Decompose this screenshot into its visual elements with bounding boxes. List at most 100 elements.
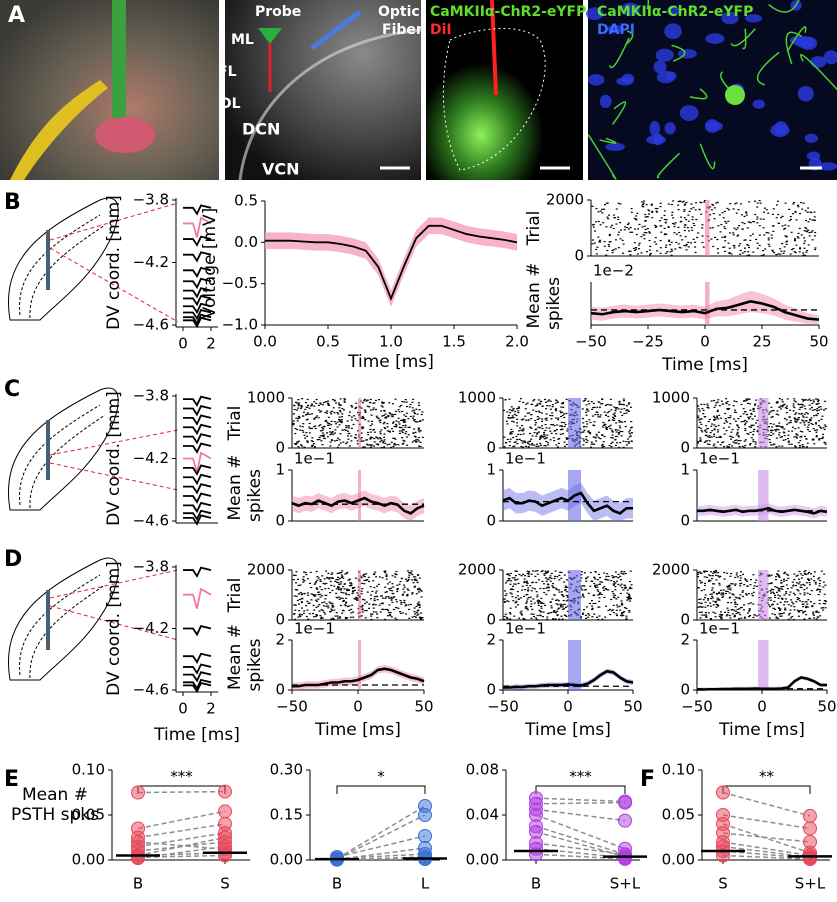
spike-dot: [747, 227, 749, 228]
spike-dot: [328, 417, 330, 418]
spike-dot: [354, 590, 356, 591]
spike-dot: [566, 439, 568, 440]
spike-dot: [410, 604, 412, 605]
spike-dot: [783, 253, 785, 254]
spike-dot: [391, 583, 393, 584]
spike-dot: [791, 587, 793, 588]
spike-dot: [364, 603, 366, 604]
spike-dot: [557, 599, 559, 600]
spike-dot: [744, 424, 746, 425]
spike-dot: [337, 597, 339, 598]
spike-dot: [825, 607, 827, 608]
spike-dot: [404, 433, 406, 434]
spike-dot: [388, 612, 390, 613]
spike-dot: [768, 244, 770, 245]
spike-dot: [621, 415, 623, 416]
spike-dot: [686, 202, 688, 203]
spike-dot: [752, 418, 754, 419]
spike-dot: [701, 603, 703, 604]
spike-dot: [395, 420, 397, 421]
spike-dot: [636, 213, 638, 214]
spike-dot: [704, 430, 706, 431]
spike-dot: [752, 252, 754, 253]
y-tick-label: 0.30: [270, 761, 303, 779]
spike-dot: [317, 606, 319, 607]
spike-dot: [566, 399, 568, 400]
spike-dot: [305, 572, 307, 573]
spike-dot: [301, 445, 303, 446]
spike-dot: [741, 404, 743, 405]
spike-dot: [602, 422, 604, 423]
spike-dot: [696, 237, 698, 238]
spike-dot: [772, 444, 774, 445]
spike-dot: [626, 618, 628, 619]
spike-dot: [714, 218, 716, 219]
spike-dot: [540, 437, 542, 438]
spike-dot: [796, 419, 798, 420]
spike-dot: [588, 614, 590, 615]
spike-dot: [319, 610, 321, 611]
spike-dot: [613, 418, 615, 419]
spike-dot: [724, 237, 726, 238]
spike-dot: [727, 612, 729, 613]
nucleus: [656, 49, 674, 62]
spike-dot: [365, 580, 367, 581]
spike-dot: [609, 234, 611, 235]
spike-dot: [389, 431, 391, 432]
spike-dot: [802, 400, 804, 401]
spike-dot: [390, 588, 392, 589]
spike-dot: [407, 570, 409, 571]
spike-dot: [417, 610, 419, 611]
spike-dot: [708, 581, 710, 582]
spike-dot: [307, 619, 309, 620]
spike-dot: [591, 605, 593, 606]
spike-dot: [704, 597, 706, 598]
spike-dot: [557, 614, 559, 615]
spike-dot: [596, 253, 598, 254]
spike-dot: [527, 402, 529, 403]
spike-dot: [620, 593, 622, 594]
spike-dot: [310, 587, 312, 588]
spike-dot: [806, 604, 808, 605]
spike-dot: [526, 581, 528, 582]
spike-dot: [816, 408, 818, 409]
spike-dot: [779, 610, 781, 611]
spike-dot: [729, 423, 731, 424]
spike-dot: [516, 419, 518, 420]
spike-dot: [716, 604, 718, 605]
x-tick-label: 0.0: [253, 333, 277, 351]
spike-dot: [717, 248, 719, 249]
spike-dot: [389, 582, 391, 583]
point: [619, 796, 632, 809]
spike-dot: [649, 254, 651, 255]
spike-dot: [738, 225, 740, 226]
y-tick-label: 1: [275, 461, 285, 479]
spike-dot: [331, 577, 333, 578]
spike-dot: [725, 398, 727, 399]
spike-dot: [517, 412, 519, 413]
spike-dot: [770, 600, 772, 601]
spike-dot: [347, 420, 349, 421]
spike-dot: [367, 434, 369, 435]
spike-dot: [371, 415, 373, 416]
spike-dot: [582, 444, 584, 445]
spike-dot: [804, 424, 806, 425]
spike-dot: [709, 602, 711, 603]
panel-label: F: [640, 767, 655, 792]
spike-dot: [735, 229, 737, 230]
significance: **: [759, 768, 775, 786]
spike-dot: [344, 573, 346, 574]
spike-dot: [824, 424, 826, 425]
spike-dot: [804, 592, 806, 593]
spike-dot: [819, 427, 821, 428]
spike-dot: [615, 598, 617, 599]
spike-dot: [753, 588, 755, 589]
spike-dot: [564, 426, 566, 427]
spike-dot: [337, 422, 339, 423]
spike-dot: [554, 425, 556, 426]
spike-dot: [697, 441, 699, 442]
spike-dot: [644, 232, 646, 233]
spike-dot: [626, 600, 628, 601]
spike-dot: [590, 422, 592, 423]
